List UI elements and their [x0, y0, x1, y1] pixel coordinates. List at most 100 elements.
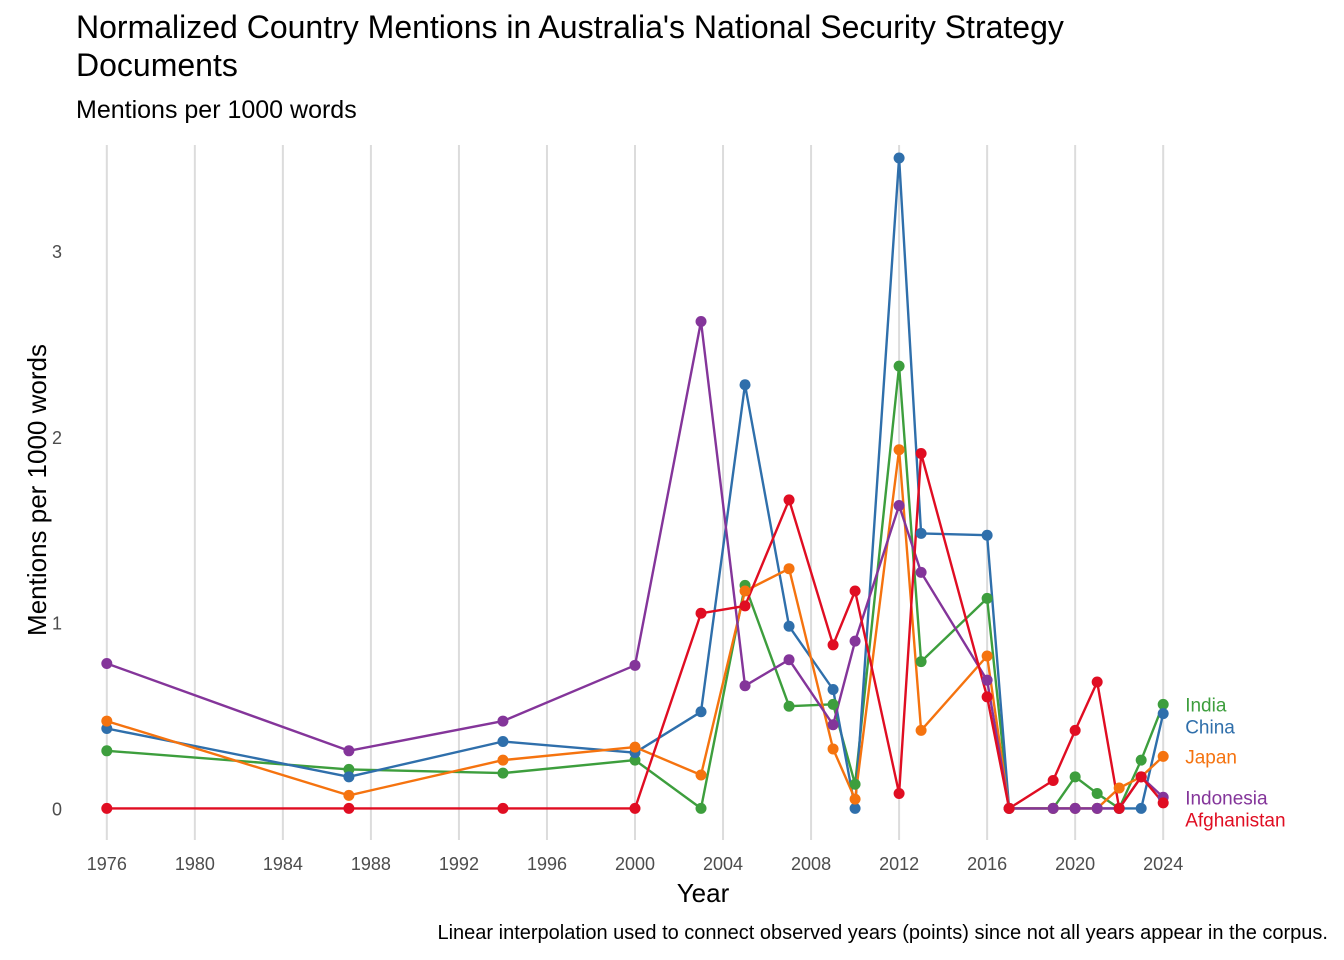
point-afghanistan-2003	[695, 607, 707, 619]
point-japan-2016	[981, 650, 993, 662]
point-china-2005	[739, 379, 751, 391]
x-tick-label-2024: 2024	[1143, 854, 1183, 874]
x-tick-label-1976: 1976	[87, 854, 127, 874]
y-tick-label-2: 2	[52, 428, 62, 448]
point-japan-2022	[1113, 782, 1125, 794]
point-india-2020	[1069, 771, 1081, 783]
series-label-japan: Japan	[1185, 747, 1237, 768]
chart-subtitle: Mentions per 1000 words	[76, 96, 357, 124]
point-indonesia-2019	[1047, 802, 1059, 814]
point-afghanistan-2005	[739, 600, 751, 612]
x-tick-label-2008: 2008	[791, 854, 831, 874]
gridlines	[105, 145, 1165, 840]
point-india-2007	[783, 700, 795, 712]
point-afghanistan-2022	[1113, 802, 1125, 814]
series-label-india: India	[1185, 695, 1227, 716]
axis-ticks: 1976 1980 1984 1988 1992 1996 2000 2004 2008 2012…	[52, 242, 1183, 874]
x-tick-label-2012: 2012	[879, 854, 919, 874]
series-label-afghanistan: Afghanistan	[1185, 810, 1285, 831]
point-indonesia-2005	[739, 680, 751, 692]
point-india-1994	[497, 767, 509, 779]
point-china-2003	[695, 706, 707, 718]
point-afghanistan-2013	[915, 447, 927, 459]
point-india-2010	[849, 778, 861, 790]
point-japan-2024	[1157, 750, 1169, 762]
point-afghanistan-1976	[101, 802, 113, 814]
point-china-2012	[893, 152, 905, 164]
point-china-2013	[915, 527, 927, 539]
point-indonesia-1987	[343, 745, 355, 757]
point-india-1976	[101, 745, 113, 757]
point-china-2024	[1157, 708, 1169, 720]
y-tick-label-3: 3	[52, 242, 62, 262]
point-india-2003	[695, 802, 707, 814]
point-japan-1976	[101, 715, 113, 727]
point-indonesia-2016	[981, 674, 993, 686]
x-tick-label-1992: 1992	[439, 854, 479, 874]
point-afghanistan-2000	[629, 802, 641, 814]
point-afghanistan-2017	[1003, 802, 1015, 814]
point-india-2009	[827, 698, 839, 710]
y-tick-label-1: 1	[52, 614, 62, 634]
x-tick-label-1980: 1980	[175, 854, 215, 874]
point-japan-2005	[739, 585, 751, 597]
point-indonesia-2013	[915, 566, 927, 578]
x-tick-label-1984: 1984	[263, 854, 303, 874]
x-tick-label-1996: 1996	[527, 854, 567, 874]
point-indonesia-1994	[497, 715, 509, 727]
point-india-2016	[981, 592, 993, 604]
point-indonesia-2020	[1069, 802, 1081, 814]
point-japan-2010	[849, 793, 861, 805]
point-china-2023	[1135, 802, 1147, 814]
point-indonesia-1976	[101, 657, 113, 669]
x-tick-label-2000: 2000	[615, 854, 655, 874]
y-axis-title: Mentions per 1000 words	[22, 344, 52, 636]
point-india-2013	[915, 656, 927, 668]
point-indonesia-2012	[893, 500, 905, 512]
point-japan-2013	[915, 724, 927, 736]
point-indonesia-2003	[695, 316, 707, 328]
series-label-china: China	[1185, 717, 1235, 738]
point-afghanistan-2023	[1135, 771, 1147, 783]
point-japan-1987	[343, 789, 355, 801]
point-japan-2009	[827, 743, 839, 755]
point-china-1987	[343, 771, 355, 783]
point-china-2010	[849, 802, 861, 814]
point-afghanistan-2007	[783, 494, 795, 506]
x-tick-label-2020: 2020	[1055, 854, 1095, 874]
point-india-2021	[1091, 788, 1103, 800]
point-india-2012	[893, 360, 905, 372]
point-indonesia-2007	[783, 654, 795, 666]
point-afghanistan-2010	[849, 585, 861, 597]
point-japan-2007	[783, 563, 795, 575]
point-japan-1994	[497, 754, 509, 766]
chart-caption: Linear interpolation used to connect obs…	[437, 922, 1328, 944]
point-india-2024	[1157, 698, 1169, 710]
point-afghanistan-1994	[497, 802, 509, 814]
series-label-indonesia: Indonesia	[1185, 788, 1268, 809]
point-japan-2000	[629, 741, 641, 753]
x-tick-label-1988: 1988	[351, 854, 391, 874]
point-afghanistan-2012	[893, 788, 905, 800]
point-china-2016	[981, 529, 993, 541]
y-tick-label-0: 0	[52, 799, 62, 819]
point-japan-2012	[893, 444, 905, 456]
point-indonesia-2000	[629, 659, 641, 671]
point-indonesia-2010	[849, 635, 861, 647]
point-afghanistan-2021	[1091, 676, 1103, 688]
point-afghanistan-1987	[343, 802, 355, 814]
point-afghanistan-2016	[981, 691, 993, 703]
point-indonesia-2021	[1091, 802, 1103, 814]
chart-title: Normalized Country Mentions in Australia…	[76, 9, 1064, 83]
point-india-2023	[1135, 754, 1147, 766]
point-china-2009	[827, 683, 839, 695]
point-afghanistan-2024	[1157, 797, 1169, 809]
point-china-2007	[783, 620, 795, 632]
point-indonesia-2009	[827, 719, 839, 731]
point-china-1994	[497, 736, 509, 748]
point-afghanistan-2019	[1047, 775, 1059, 787]
x-tick-label-2016: 2016	[967, 854, 1007, 874]
series-points	[101, 152, 1169, 814]
